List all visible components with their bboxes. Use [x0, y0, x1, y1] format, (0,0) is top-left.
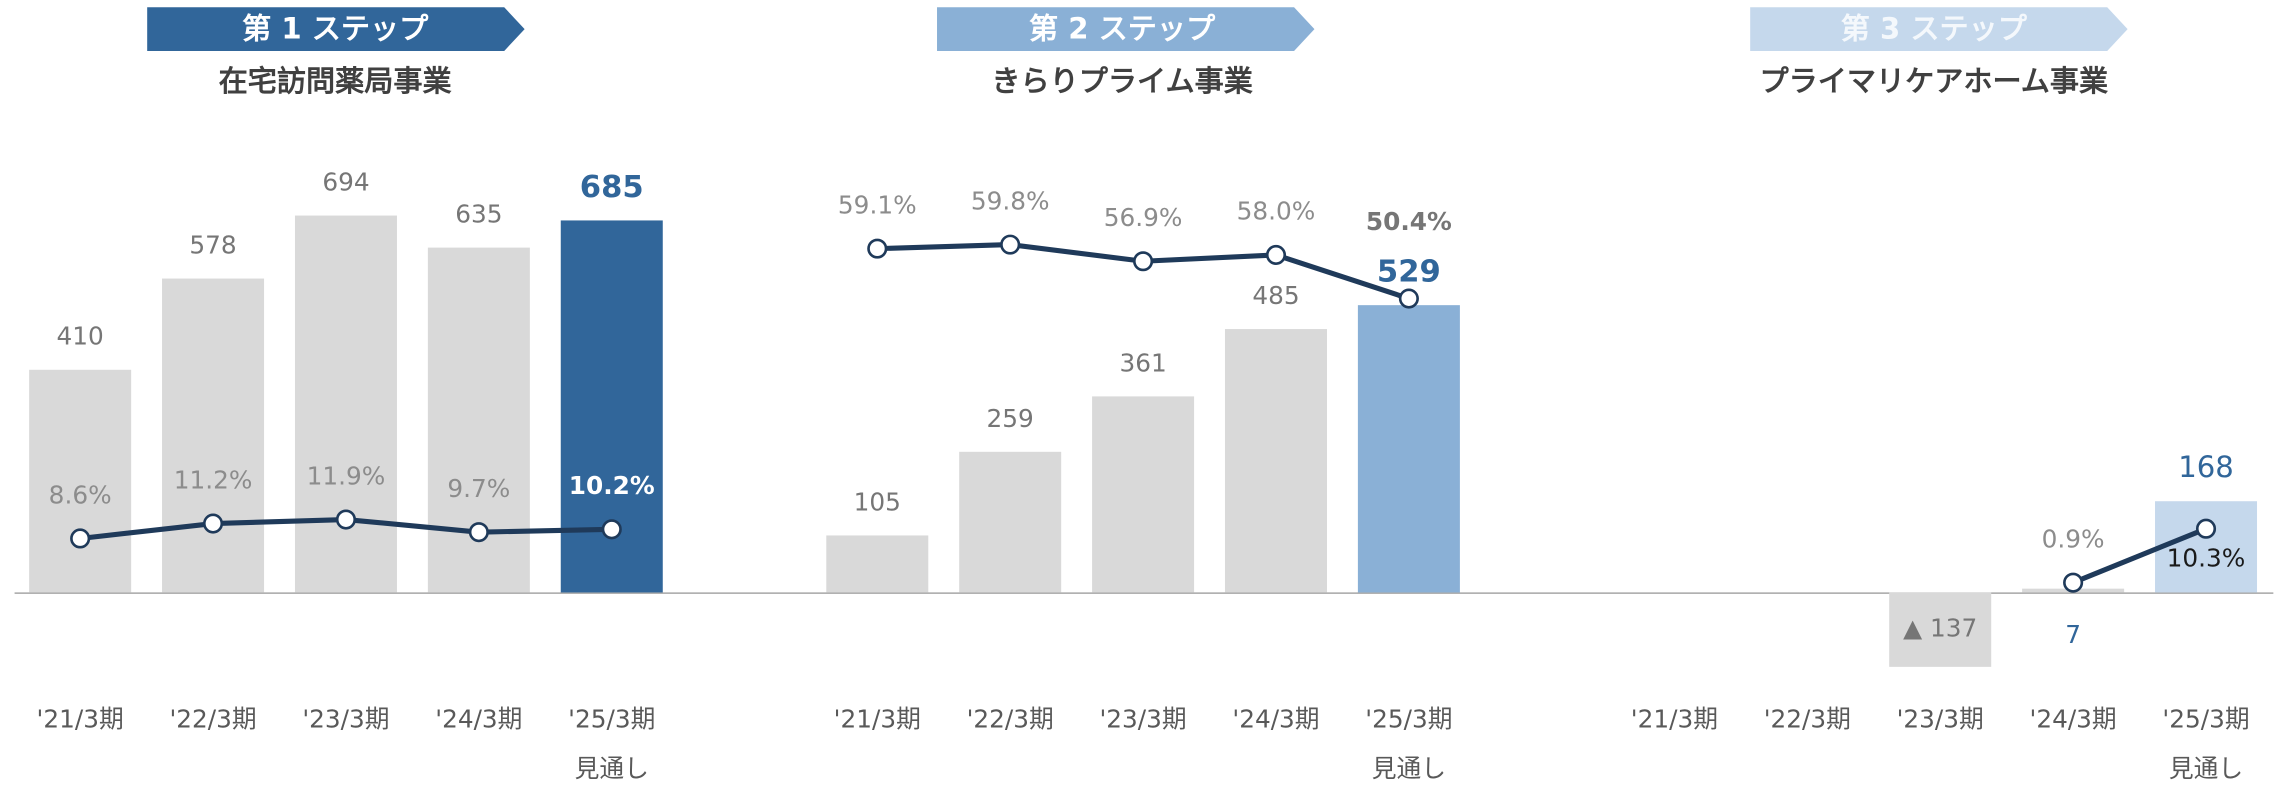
bar	[826, 535, 929, 593]
panel-title: 在宅訪問薬局事業	[219, 64, 453, 98]
x-tick-label: '21/3期	[1631, 705, 1718, 734]
bar	[1092, 396, 1195, 593]
x-tick-label: '22/3期	[967, 705, 1054, 734]
forecast-label: 見通し	[575, 754, 649, 783]
ratio-line	[2072, 526, 2207, 586]
x-tick-label: '25/3期	[1365, 705, 1452, 734]
bar	[1889, 592, 1992, 667]
x-tick-label: '23/3期	[1897, 705, 1984, 734]
bar-value-label: 7	[2065, 620, 2081, 649]
ratio-point	[468, 522, 489, 543]
ratio-label: 11.2%	[174, 465, 253, 494]
bar-value-label: 685	[580, 170, 644, 205]
x-tick-label: '23/3期	[1099, 705, 1186, 734]
panel-title: きらりプライム事業	[991, 64, 1253, 98]
x-tick-label: '24/3期	[2030, 705, 2117, 734]
bar-value-label: 529	[1377, 255, 1441, 290]
ratio-point	[1265, 244, 1287, 265]
step-banner	[937, 7, 1315, 51]
step-label: 第 2 ステップ	[1029, 12, 1216, 46]
ratio-point	[867, 238, 888, 259]
bar-value-label: 635	[455, 200, 502, 229]
ratio-label: 11.9%	[307, 461, 386, 490]
ratio-label: 56.9%	[1104, 203, 1183, 232]
bar-value-label: 361	[1119, 348, 1166, 377]
ratio-point	[335, 509, 357, 530]
bar-value-label: 578	[189, 231, 236, 260]
ratio-point	[1000, 234, 1021, 255]
bar	[1224, 329, 1327, 593]
ratio-label: 59.1%	[838, 190, 917, 219]
ratio-point	[2063, 572, 2084, 593]
ratio-point	[601, 519, 622, 540]
x-tick-label: '24/3期	[435, 705, 522, 734]
x-tick-label: '21/3期	[834, 705, 921, 734]
bar	[1357, 305, 1460, 593]
ratio-label: 8.6%	[49, 480, 112, 509]
bar	[294, 215, 397, 593]
forecast-label: 見通し	[2169, 754, 2243, 783]
bar	[162, 278, 265, 593]
bar	[959, 451, 1062, 593]
ratio-label: 9.7%	[447, 474, 510, 503]
step-banner	[1750, 7, 2128, 51]
bar-value-label: 259	[987, 404, 1034, 433]
forecast-label: 見通し	[1372, 754, 1446, 783]
x-tick-label: '25/3期	[2162, 705, 2249, 734]
ratio-point	[70, 528, 91, 549]
x-tick-label: '24/3期	[1232, 705, 1319, 734]
step-banner	[147, 7, 525, 51]
x-tick-label: '21/3期	[37, 705, 124, 734]
ratio-label: 10.3%	[2167, 543, 2246, 572]
bar-value-label: 694	[322, 168, 369, 197]
bar	[2155, 501, 2258, 593]
ratio-point	[1398, 288, 1419, 309]
bar-value-label: 105	[854, 487, 901, 516]
bar	[29, 369, 132, 593]
ratio-point	[1133, 251, 1154, 272]
bar-value-label: 410	[57, 322, 104, 351]
x-tick-label: '22/3期	[1764, 705, 1851, 734]
ratio-label: 0.9%	[2042, 524, 2105, 553]
ratio-label: 59.8%	[971, 186, 1050, 215]
x-tick-label: '23/3期	[302, 705, 389, 734]
ratio-point	[2195, 518, 2217, 539]
ratio-label: 50.4%	[1366, 207, 1452, 236]
bar-value-label: 485	[1252, 281, 1299, 310]
bar-value-label: 168	[2178, 450, 2234, 484]
x-tick-label: '25/3期	[568, 705, 655, 734]
step-label: 第 3 ステップ	[1841, 12, 2028, 46]
panel-title: プライマリケアホーム事業	[1759, 64, 2109, 98]
ratio-point	[202, 513, 224, 534]
bar-value-label: ▲ 137	[1903, 614, 1977, 643]
x-tick-label: '22/3期	[169, 705, 256, 734]
ratio-label: 10.2%	[569, 471, 655, 500]
step-label: 第 1 ステップ	[242, 12, 429, 46]
ratio-label: 58.0%	[1237, 197, 1316, 226]
